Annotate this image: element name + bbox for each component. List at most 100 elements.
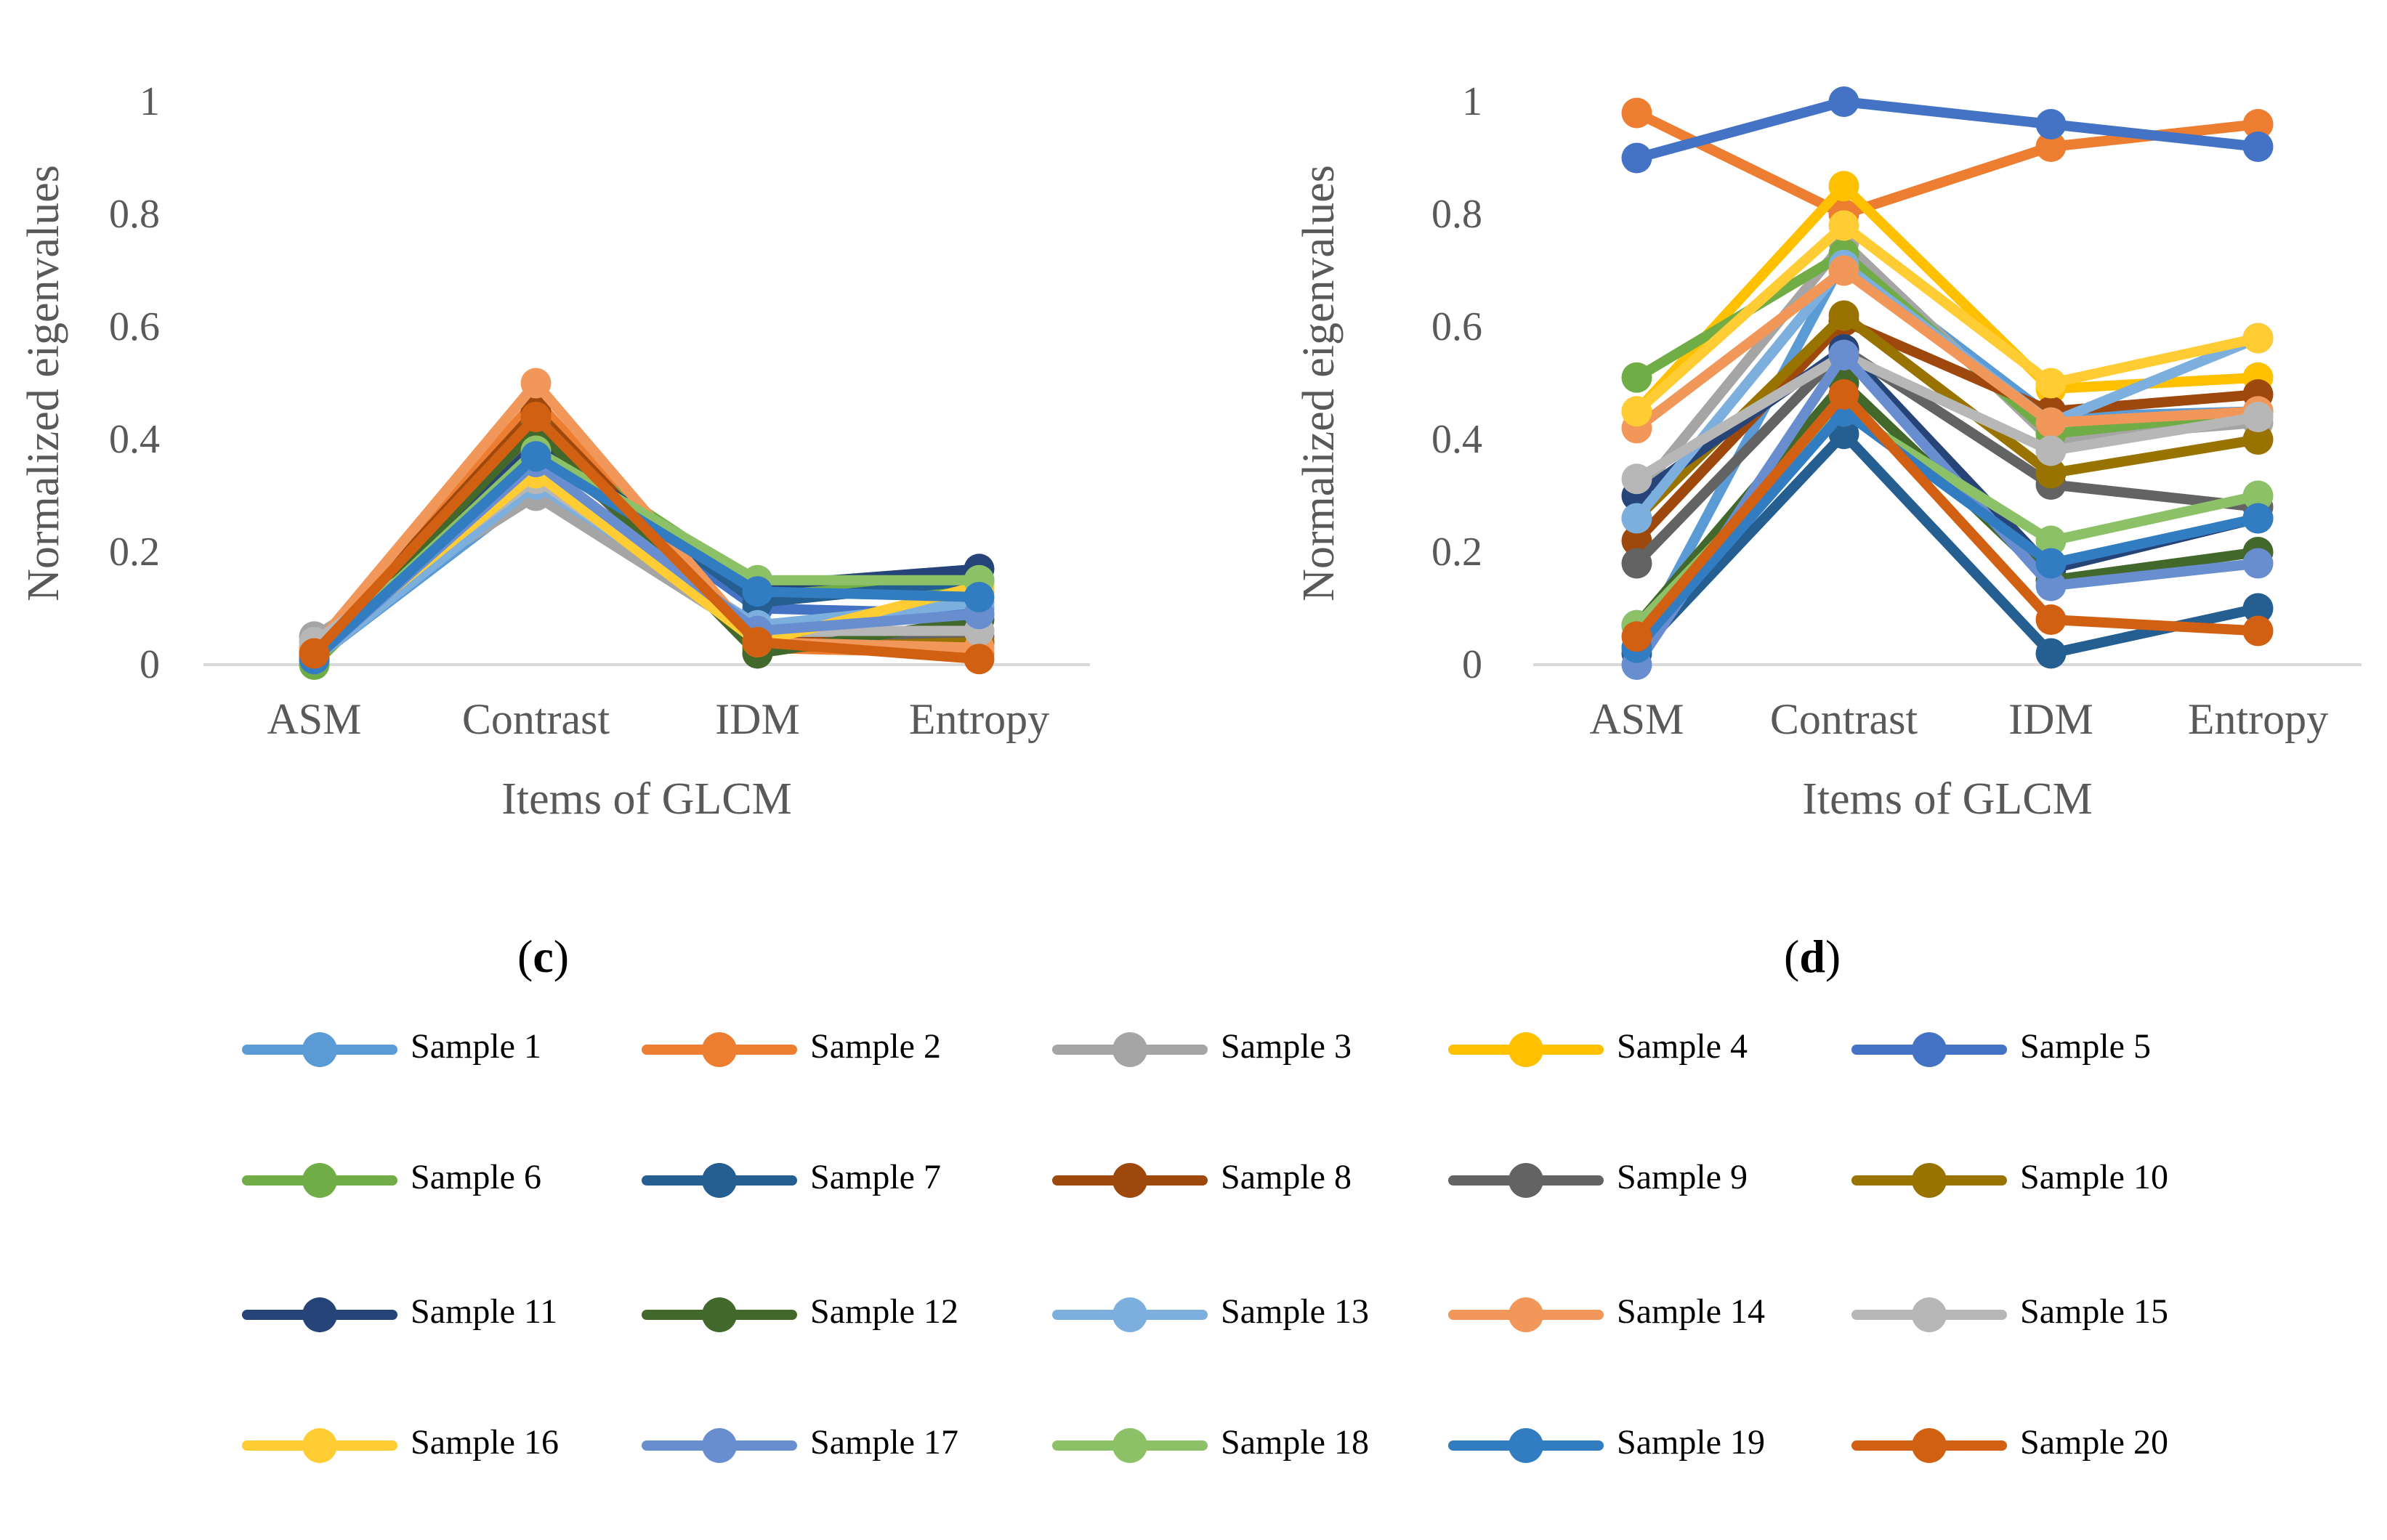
data-point: [1828, 171, 1859, 202]
data-point: [2035, 525, 2067, 556]
legend-item: Sample 12: [632, 1286, 1039, 1344]
data-point: [1621, 142, 1652, 174]
series-line: [1631, 389, 2263, 642]
legend-swatch: [242, 1428, 397, 1463]
legend-label: Sample 13: [1221, 1292, 1369, 1331]
series-line: [1631, 316, 2263, 546]
legend-label: Sample 14: [1617, 1292, 1765, 1331]
data-point: [2035, 407, 2067, 438]
data-point: [2035, 604, 2067, 635]
data-point: [2035, 435, 2067, 466]
chart-panel-c: 0 0.2 0.4 0.6 0.8 1 ASM Contrast IDM Entropy Items…: [19, 79, 1090, 824]
data-point: [2242, 615, 2274, 647]
legend-swatch: [642, 1163, 797, 1198]
legend-swatch: [1052, 1297, 1208, 1332]
legend-label: Sample 9: [1617, 1158, 1748, 1196]
legend-label: Sample 10: [2020, 1158, 2168, 1196]
x-axis-title: Items of GLCM: [1802, 774, 2093, 824]
legend-item: Sample 19: [1439, 1417, 1846, 1475]
data-point: [1828, 86, 1859, 117]
chart-panel-d: 0 0.2 0.4 0.6 0.8 1 ASM Contrast IDM Entropy Items…: [1294, 79, 2362, 824]
x-tick-label: IDM: [2008, 695, 2093, 743]
y-tick-label: 0.6: [1431, 304, 1482, 349]
legend-swatch: [1052, 1163, 1208, 1198]
data-point: [964, 582, 995, 612]
legend-item: Sample 3: [1043, 1021, 1450, 1079]
legend-swatch: [242, 1032, 397, 1067]
legend-item: Sample 14: [1439, 1286, 1846, 1344]
x-tick-label: Entropy: [909, 695, 1049, 743]
legend-swatch: [642, 1032, 797, 1067]
legend-swatch: [1851, 1297, 2007, 1332]
legend-label: Sample 19: [1617, 1423, 1765, 1462]
legend-label: Sample 16: [411, 1423, 559, 1462]
data-point: [520, 441, 552, 472]
series-20: [1621, 379, 2274, 652]
legend-item: Sample 16: [233, 1417, 639, 1475]
legend-label: Sample 15: [2020, 1292, 2168, 1331]
legend-item: Sample 6: [233, 1151, 639, 1209]
y-tick-label: 0.4: [1431, 417, 1482, 462]
legend-label: Sample 6: [411, 1158, 541, 1196]
legend-item: Sample 20: [1842, 1417, 2249, 1475]
data-point: [1621, 97, 1652, 129]
legend-swatch: [1448, 1032, 1604, 1067]
legend-label: Sample 18: [1221, 1423, 1369, 1462]
legend-swatch: [1448, 1428, 1604, 1463]
x-tick-label: IDM: [715, 695, 800, 743]
legend-swatch: [642, 1297, 797, 1332]
data-point: [2242, 109, 2274, 139]
legend-swatch: [242, 1163, 397, 1198]
series-line: [1631, 349, 2263, 485]
data-point: [1621, 396, 1652, 427]
series-line: [1631, 97, 2263, 163]
legend-label: Sample 11: [411, 1292, 558, 1331]
data-point: [2035, 458, 2067, 489]
data-point: [1621, 621, 1652, 652]
legend-item: Sample 8: [1043, 1151, 1450, 1209]
series-line: [1631, 220, 2263, 417]
data-point: [520, 368, 552, 399]
y-tick-label: 0.8: [109, 192, 160, 237]
x-tick-label: ASM: [267, 695, 361, 743]
data-point: [1828, 255, 1859, 286]
legend-swatch: [1052, 1032, 1208, 1067]
y-tick-label: 0.2: [109, 530, 160, 575]
series-line: [1631, 265, 2263, 434]
data-point: [1828, 300, 1859, 331]
data-point: [742, 576, 773, 607]
legend-item: Sample 9: [1439, 1151, 1846, 1209]
legend-swatch: [1448, 1297, 1604, 1332]
data-point: [2035, 548, 2067, 579]
legend-item: Sample 2: [632, 1021, 1039, 1079]
legend-label: Sample 12: [810, 1292, 958, 1331]
legend: Sample 1 Sample 2 Sample 3 Sample 4 Sample 5…: [233, 1021, 2282, 1515]
series-16: [1621, 210, 2274, 427]
data-point: [2242, 424, 2274, 455]
legend-item: Sample 15: [1842, 1286, 2249, 1344]
data-point: [299, 638, 330, 669]
data-point: [520, 402, 552, 432]
y-tick-label: 1: [1462, 79, 1482, 124]
legend-item: Sample 10: [1842, 1151, 2249, 1209]
x-tick-label: Contrast: [462, 695, 610, 743]
panel-label-c: (c): [517, 931, 570, 982]
data-point: [1621, 548, 1652, 579]
legend-item: Sample 18: [1043, 1417, 1450, 1475]
legend-swatch: [642, 1428, 797, 1463]
series-15: [1621, 339, 2274, 495]
legend-item: Sample 17: [632, 1417, 1039, 1475]
legend-swatch: [1448, 1163, 1604, 1198]
data-point: [1621, 463, 1652, 495]
data-point: [964, 644, 995, 675]
legend-label: Sample 1: [411, 1027, 541, 1066]
data-point: [2242, 480, 2274, 511]
y-tick-label: 0: [1462, 642, 1482, 687]
y-axis-title: Normalized eigenvalues: [1294, 165, 1344, 601]
legend-label: Sample 7: [810, 1158, 941, 1196]
series-20: [299, 402, 995, 675]
x-tick-label: Contrast: [1770, 695, 1918, 743]
data-point: [1828, 210, 1859, 241]
y-axis-title: Normalized eigenvalues: [19, 165, 68, 601]
y-tick-label: 0: [140, 642, 160, 687]
